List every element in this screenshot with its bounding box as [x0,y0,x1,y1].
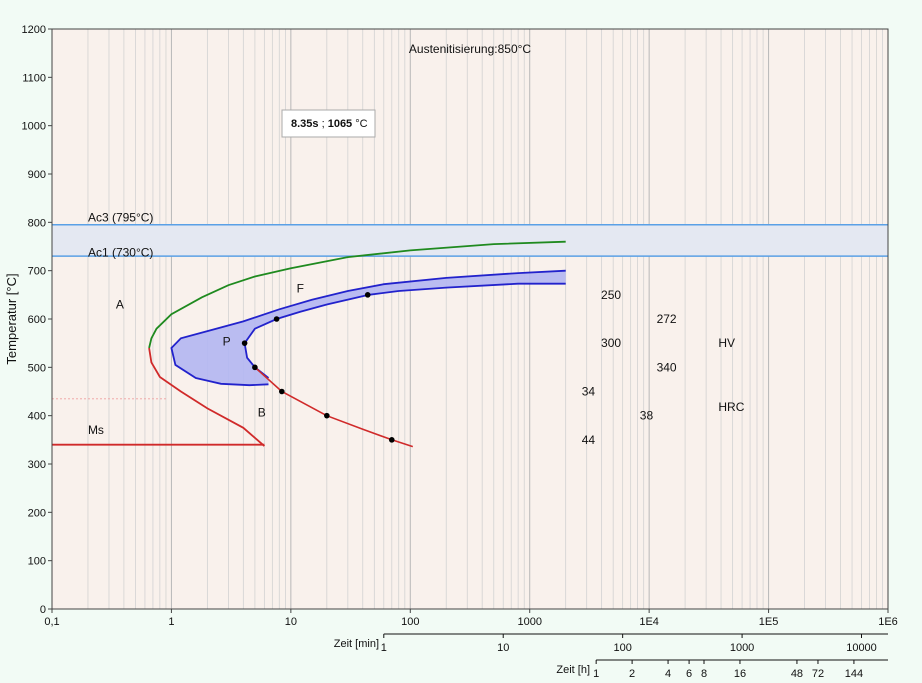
region-labels: Ac3 (795°C) Ac1 (730°C) A F P B Ms HV HRC [88,211,745,438]
y-tick-label: 0 [40,604,46,616]
x-axis-minutes: 1 10 100 1000 10000 [381,633,888,654]
bainite-start-curve [148,347,265,447]
y-tick-label: 500 [28,362,46,374]
chart-title: Austenitisierung:850°C [409,42,532,56]
bainite-progress-curve [254,366,414,448]
data-point [364,292,371,298]
ac-bands [52,224,888,257]
x-tick-label: 100 [401,616,419,628]
y-tick-label: 700 [28,266,46,278]
x-tick-label: 1000 [517,616,541,628]
ac-band-fill [52,224,888,257]
minutes-tick-label: 10000 [846,642,877,654]
data-point [252,364,258,371]
hours-tick-label: 144 [845,668,863,680]
hours-tick-label: 8 [701,668,707,680]
hours-tick-label: 16 [734,668,746,680]
hours-tick-label: 6 [686,668,692,680]
x-tick-label: 0,1 [44,616,59,628]
y-tick-label: 400 [28,411,46,423]
minutes-tick-label: 1 [381,642,387,654]
hv-value: 272 [657,312,677,326]
tooltip-unit: °C [352,118,367,130]
x-axis-seconds: 0,1 1 10 100 1000 1E4 1E5 1E6 [44,609,898,628]
tooltip-temp: 1065 [328,118,352,130]
tooltip-time: 8.35s [291,118,319,130]
hv-value: 250 [601,288,621,302]
x-tick-label: 1E6 [878,616,898,628]
hours-tick-label: 72 [812,668,824,680]
hours-tick-label: 48 [791,668,803,680]
x-tick-label: 10 [285,616,297,628]
hv-value: 340 [657,360,677,374]
value-tooltip: 8.35s ; 1065 °C [281,109,376,138]
y-tick-label: 900 [28,169,46,181]
ac1-label: Ac1 (730°C) [88,245,154,259]
hrc-value: 44 [582,433,596,447]
minutes-tick-label: 10 [497,642,509,654]
x-tick-label: 1 [168,616,174,628]
y-tick-label: 1000 [22,121,46,133]
x-tick-label: 1E5 [759,616,779,628]
plot-area [52,29,888,609]
data-point [388,437,395,443]
data-points [241,292,395,443]
ferrite-start-curve [148,240,566,349]
y-axis: 0 100 200 300 400 500 600 700 800 900 1000 1100 1200 [22,24,52,616]
hv-value: 300 [601,336,621,350]
y-tick-label: 100 [28,556,46,568]
data-point [241,340,248,346]
ferrite-label: F [297,282,304,296]
ac3-label: Ac3 (795°C) [88,211,154,225]
hours-axis-title: Zeit [h] [556,664,590,676]
minutes-axis-title: Zeit [min] [334,638,379,650]
y-tick-label: 200 [28,507,46,519]
y-tick-label: 1200 [22,24,46,36]
hrc-label: HRC [718,400,744,414]
y-axis-title: Temperatur [°C] [4,273,19,364]
svg-text:8.35s ; 1065 °C: 8.35s ; 1065 °C [291,118,368,130]
data-point [279,388,285,395]
tooltip-separator: ; [319,118,328,130]
hours-tick-label: 4 [665,668,671,680]
austenite-label: A [116,298,124,312]
pearlite-end-curve [243,282,566,379]
hrc-value: 38 [640,409,654,423]
hrc-value: 34 [582,385,596,399]
hv-label: HV [718,336,735,350]
y-tick-label: 1100 [22,72,46,84]
ms-label: Ms [88,423,104,437]
hours-tick-label: 2 [629,668,635,680]
y-tick-label: 300 [28,459,46,471]
data-point [324,412,330,419]
hours-tick-label: 1 [593,668,599,680]
hardness-values: 250 272 300 340 34 38 44 [582,288,677,447]
minutes-tick-label: 1000 [730,642,754,654]
pearlite-label: P [223,335,231,349]
x-axis-hours: 1 2 4 6 8 16 48 72 144 [593,659,888,680]
minutes-tick-label: 100 [613,642,631,654]
y-tick-label: 800 [28,217,46,229]
bainite-label: B [258,405,266,419]
x-tick-label: 1E4 [639,616,659,628]
y-tick-label: 600 [28,314,46,326]
data-point [273,316,280,322]
pearlite-start-curve [170,269,566,387]
